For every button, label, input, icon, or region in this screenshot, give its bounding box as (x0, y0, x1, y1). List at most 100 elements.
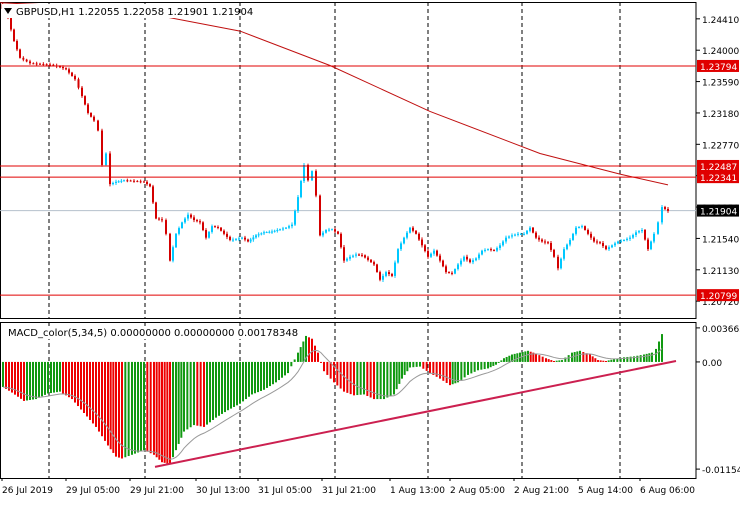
macd-bar (206, 362, 208, 425)
price-tick-label: 1.21130 (702, 267, 739, 277)
time-tick-label: 2 Aug 05:00 (450, 486, 505, 496)
macd-bar (323, 362, 325, 371)
macd-bar (409, 362, 411, 368)
time-tick-label: 26 Jul 2019 (2, 486, 53, 496)
macd-bar (311, 339, 313, 362)
macd-bar (200, 362, 202, 426)
candle-body (241, 238, 243, 239)
candle-body (511, 235, 513, 236)
macd-bar (600, 360, 602, 362)
macd-bar (576, 351, 578, 362)
macd-bar (251, 362, 253, 395)
macd-bar (83, 362, 85, 413)
candle-body (288, 226, 290, 228)
macd-bar (506, 357, 508, 362)
macd-bar (115, 362, 117, 457)
candle-body (68, 69, 70, 72)
candle-body (403, 238, 405, 244)
macd-bar (314, 346, 316, 362)
candle-body (181, 222, 183, 228)
macd-bar (266, 362, 268, 388)
macd-bar (390, 362, 392, 396)
candle-body (626, 239, 628, 240)
macd-bar (320, 362, 322, 363)
candle-body (78, 79, 80, 87)
macd-bar (464, 362, 466, 377)
candle-body (252, 237, 254, 239)
macd-bar (35, 362, 37, 399)
macd-bar (257, 362, 259, 392)
candle-body (303, 165, 305, 181)
candle-body (250, 239, 252, 241)
macd-bar (215, 362, 217, 418)
macd-bar (297, 353, 299, 362)
candle-body (578, 227, 580, 228)
macd-bar (336, 362, 338, 386)
candle-body (74, 76, 76, 79)
candle-body (382, 276, 384, 280)
candle-body (566, 245, 568, 250)
macd-bar (446, 362, 448, 383)
candle-body (623, 240, 625, 241)
candle-body (572, 234, 574, 240)
macd-bar (38, 362, 40, 398)
macd-bar (452, 362, 454, 384)
price-tick-label: 1.21540 (702, 235, 739, 245)
candle-body (343, 247, 345, 260)
candle-body (109, 153, 111, 184)
macd-bar (143, 362, 145, 450)
macd-bar (245, 362, 247, 399)
candle-body (49, 64, 51, 65)
candle-body (526, 231, 528, 234)
macd-bar (110, 362, 112, 449)
macd-bar (166, 362, 168, 464)
macd-bar (592, 356, 594, 362)
macd-bar (269, 362, 271, 386)
macd-bar (112, 362, 114, 453)
macd-bar (556, 361, 558, 362)
candle-body (367, 258, 369, 260)
macd-bar (330, 362, 332, 379)
time-tick-label: 29 Jul 05:00 (66, 486, 120, 496)
candle-body (118, 181, 120, 182)
macd-bar (131, 362, 133, 455)
candle-body (514, 235, 516, 236)
macd-bar (317, 353, 319, 362)
macd-bar (59, 362, 61, 392)
macd-bar (646, 354, 648, 362)
candle-body (136, 181, 138, 182)
candle-body (13, 30, 15, 41)
candle-body (226, 234, 228, 237)
candle-body (282, 228, 284, 229)
macd-bar (32, 362, 34, 400)
macd-bar (172, 362, 174, 457)
macd-bar (134, 362, 136, 454)
candle-body (187, 215, 189, 219)
macd-bar (65, 362, 67, 395)
candle-body (547, 242, 549, 243)
candle-body (388, 272, 390, 274)
candle-body (217, 227, 219, 228)
candle-body (523, 234, 525, 235)
candle-body (448, 272, 450, 273)
candle-body (315, 171, 317, 195)
price-panel[interactable]: 1.244101.240001.235901.231801.227701.223… (0, 2, 739, 319)
macd-bar (449, 362, 451, 385)
macd-bar (89, 362, 91, 420)
macd-bar (553, 361, 555, 362)
candle-body (133, 181, 135, 182)
candle-body (105, 153, 107, 164)
macd-bar (548, 359, 550, 362)
level-label: 1.22341 (700, 174, 737, 184)
candle-body (311, 171, 313, 180)
candle-body (529, 228, 531, 231)
price-tick-label: 1.23180 (702, 110, 739, 120)
time-tick-label: 6 Aug 06:00 (640, 486, 695, 496)
macd-bar (212, 362, 214, 420)
macd-bar (190, 362, 192, 427)
macd-bar (412, 362, 414, 367)
macd-bar (50, 362, 52, 393)
